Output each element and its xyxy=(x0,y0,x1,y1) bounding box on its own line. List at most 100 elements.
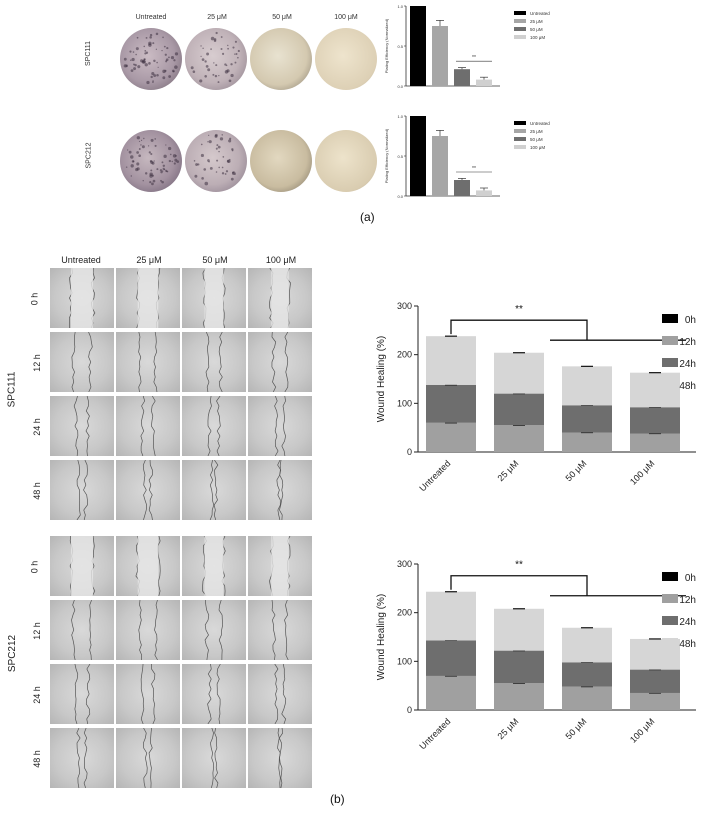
colony-speck xyxy=(130,164,134,168)
wound-gap xyxy=(137,536,159,596)
legend-swatch xyxy=(514,27,526,31)
colony-speck xyxy=(138,154,141,158)
wound-edge xyxy=(274,396,279,456)
colony-speck xyxy=(162,164,166,167)
y-tick-label: 200 xyxy=(397,608,412,618)
colony-speck xyxy=(225,64,228,67)
colony-speck xyxy=(167,146,172,151)
colony-speck xyxy=(136,36,139,39)
y-tick-label: 0.5 xyxy=(397,154,403,159)
colony-speck xyxy=(215,171,218,173)
wound-edge xyxy=(281,664,287,724)
wound-edge xyxy=(140,664,145,724)
colony-speck xyxy=(234,40,237,43)
legend-swatch xyxy=(514,35,526,39)
legend-label: 50 μM xyxy=(530,137,543,142)
wound-edge xyxy=(140,396,146,456)
legend-swatch xyxy=(514,145,526,149)
colony-speck xyxy=(169,153,172,156)
wound-edge xyxy=(73,396,79,456)
stacked-bar-segment xyxy=(426,422,476,452)
y-axis-label: Wound Healing (%) xyxy=(376,594,387,681)
colony-speck xyxy=(204,60,207,63)
colony-speck xyxy=(171,160,173,163)
wound-column-label: 100 μM xyxy=(265,255,297,265)
stacked-bar-segment xyxy=(630,669,680,693)
wound-image-tile xyxy=(248,332,312,392)
legend-label: 12h xyxy=(679,595,696,606)
colony-speck xyxy=(144,49,147,52)
y-axis-label: Plating Efficiency (Normalized) xyxy=(384,18,389,73)
wound-edge xyxy=(69,268,73,328)
wound-edge xyxy=(154,600,158,660)
colony-speck xyxy=(220,48,223,51)
colony-speck xyxy=(164,69,167,72)
y-tick-label: 300 xyxy=(397,559,412,569)
wound-healing-chart-spc111: 0 100 200 300 Wound Healing (%) Untreated 25 μ… xyxy=(376,301,696,493)
y-tick-label: 200 xyxy=(397,350,412,360)
x-tick-label: 100 μM xyxy=(628,458,656,486)
colony-speck xyxy=(206,52,210,56)
colony-speck xyxy=(230,63,233,66)
stacked-bar-segment xyxy=(494,683,544,710)
colony-speck xyxy=(204,75,207,78)
y-tick-label: 0 xyxy=(407,705,412,715)
wound-image-tile xyxy=(116,332,180,392)
colony-speck xyxy=(165,58,169,62)
colony-speck xyxy=(218,166,220,169)
stacked-bar-segment xyxy=(426,675,476,710)
wound-edge xyxy=(83,728,88,788)
legend-label: 48h xyxy=(679,381,696,392)
wound-image-tile xyxy=(248,396,312,456)
colony-speck xyxy=(210,48,212,50)
x-tick-label: 100 μM xyxy=(628,716,656,744)
colony-speck xyxy=(230,177,234,181)
colony-speck xyxy=(176,160,180,163)
significance-label: ** xyxy=(515,304,523,315)
colony-speck xyxy=(173,59,176,62)
wound-image-tile xyxy=(248,268,312,328)
colony-speck xyxy=(208,160,210,163)
colony-speck xyxy=(144,63,148,67)
colony-speck xyxy=(203,168,207,171)
wound-edge xyxy=(218,332,223,392)
stacked-bar-segment xyxy=(494,352,544,394)
time-label: 24 h xyxy=(31,418,42,436)
colony-speck xyxy=(201,177,204,180)
colony-speck xyxy=(207,141,209,143)
colony-speck xyxy=(128,150,132,154)
colony-speck xyxy=(228,139,232,143)
legend-swatch xyxy=(662,336,678,345)
colony-speck xyxy=(214,74,218,78)
wound-image-tile xyxy=(116,268,180,328)
bar xyxy=(476,190,492,196)
legend-label: Untreated xyxy=(530,11,550,16)
legend-swatch xyxy=(662,358,678,367)
colony-speck xyxy=(220,36,223,38)
stacked-bar-segment xyxy=(426,384,476,423)
colony-speck xyxy=(210,36,215,41)
wound-image-tile xyxy=(50,396,114,456)
colony-speck xyxy=(234,53,236,55)
wound-gap xyxy=(71,536,93,596)
colony-speck xyxy=(155,48,158,50)
time-label: 0 h xyxy=(29,292,40,306)
colony-dish-image xyxy=(250,28,312,90)
colony-speck xyxy=(143,137,145,140)
x-tick-label: Untreated xyxy=(417,458,452,493)
colony-speck xyxy=(149,33,153,37)
colony-speck xyxy=(175,155,177,157)
colony-speck xyxy=(136,162,140,166)
wound-edge xyxy=(216,664,221,724)
colony-speck xyxy=(153,74,157,77)
stacked-bar-segment xyxy=(494,393,544,426)
colony-speck xyxy=(204,181,209,186)
colony-speck xyxy=(201,58,205,61)
y-tick-label: 100 xyxy=(397,398,412,408)
colony-speck xyxy=(143,45,146,48)
wound-gap xyxy=(204,268,224,328)
colony-speck xyxy=(212,73,215,76)
colony-speck xyxy=(153,59,156,63)
colony-speck xyxy=(133,67,137,71)
colony-speck xyxy=(174,65,178,69)
